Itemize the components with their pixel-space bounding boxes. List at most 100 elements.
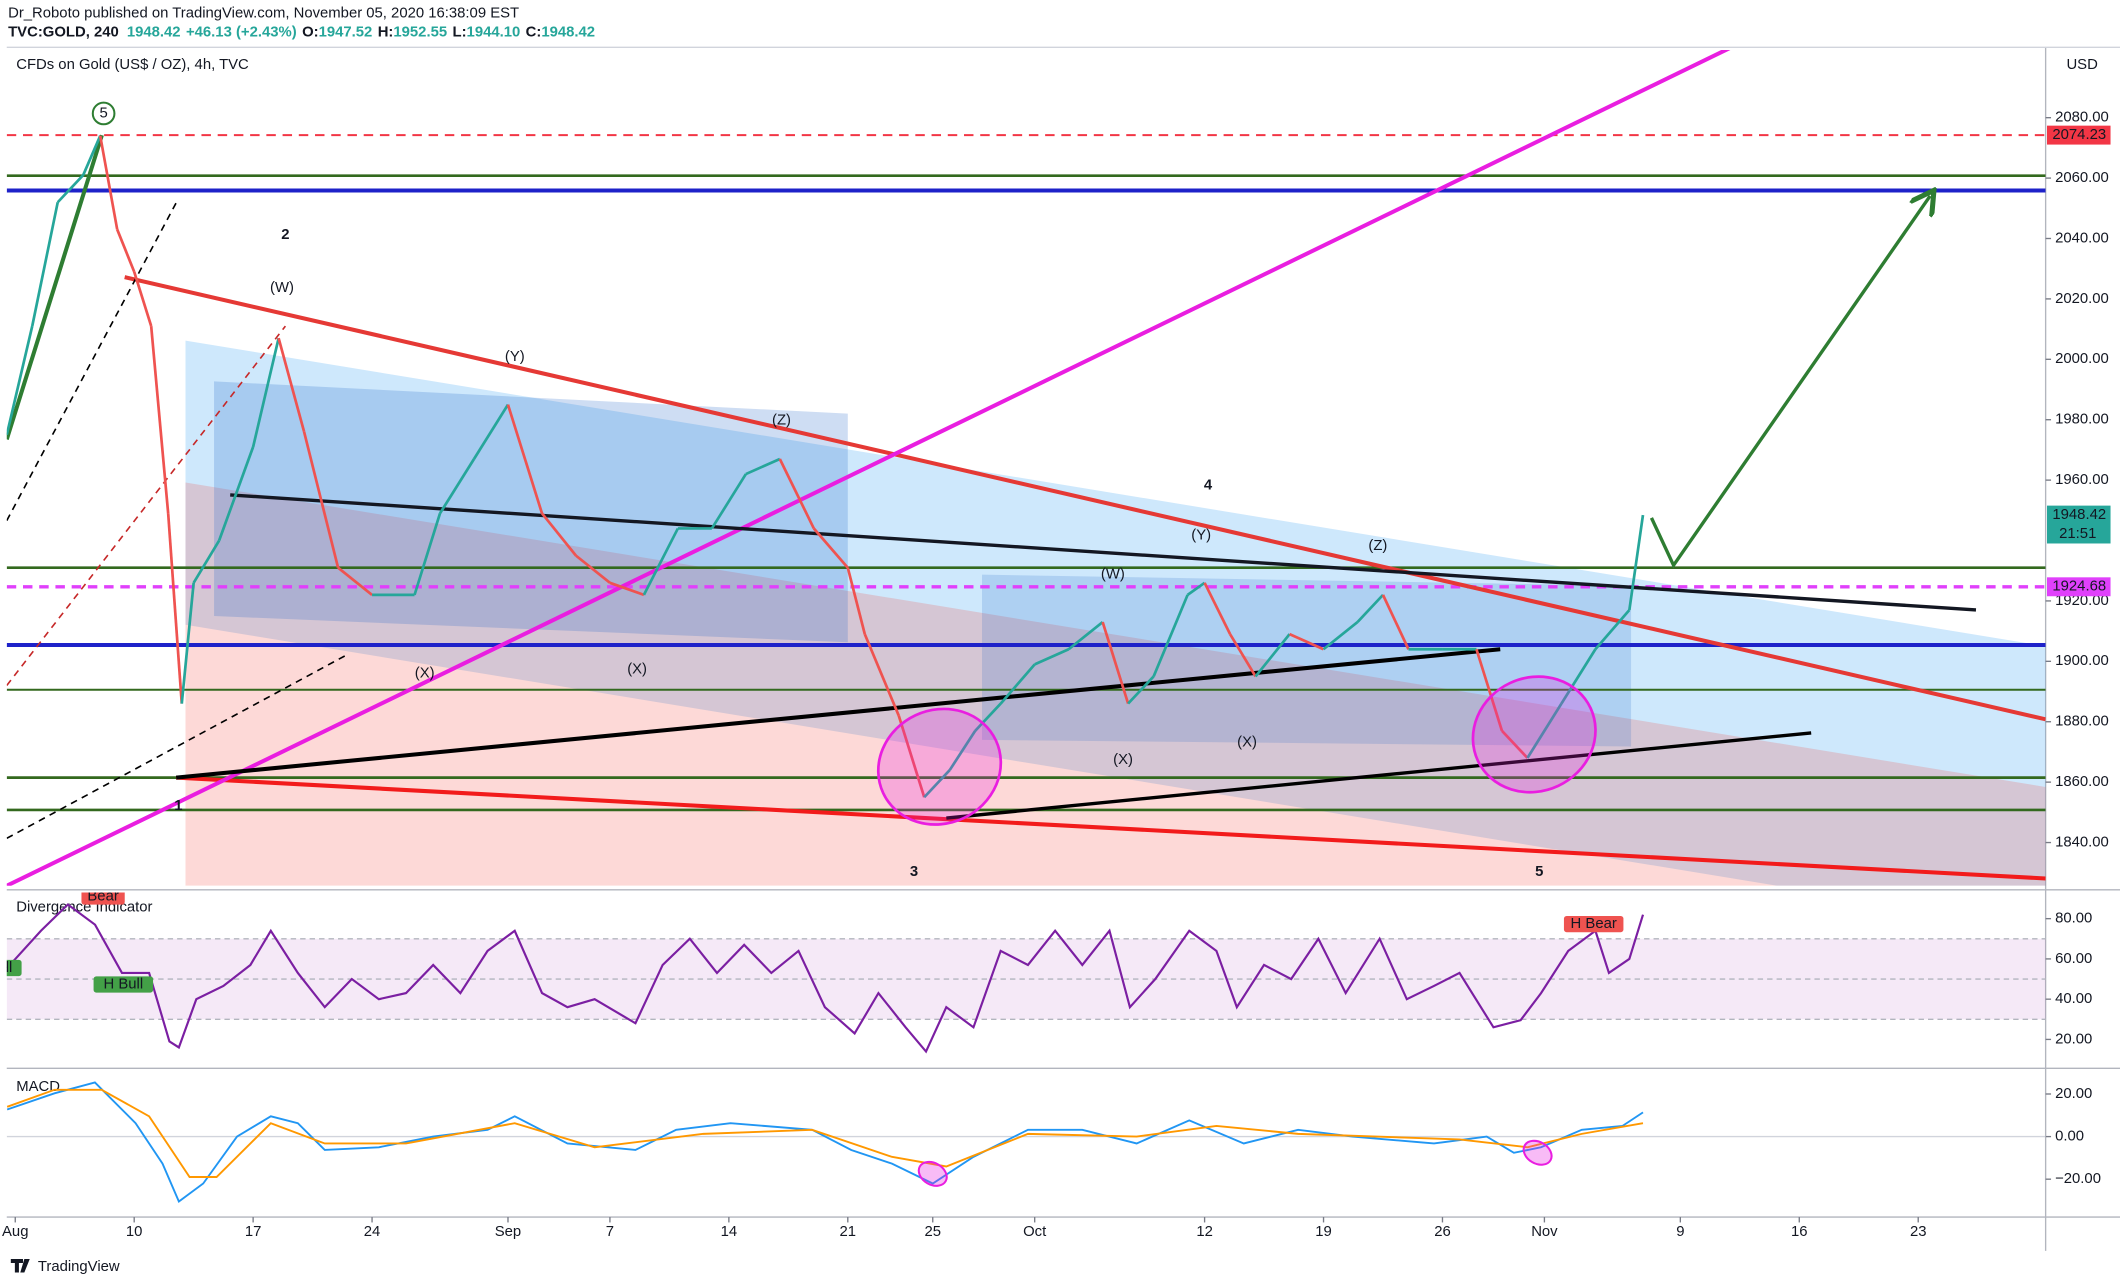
wave-label: (Z) [772, 413, 791, 429]
pane: Bear Bull H Bull H Bear [0, 888, 2046, 1054]
trendline [124, 275, 2046, 722]
y-tick-label: 80.00 [2055, 911, 2092, 927]
divergence-tag [81, 892, 125, 905]
price-segment [251, 337, 280, 448]
trendline [175, 647, 1501, 780]
price-segment [337, 566, 373, 596]
wave-label: (Y) [1191, 527, 1211, 543]
price-segment [217, 446, 255, 541]
divergence-tag [93, 976, 154, 993]
y-tick-label: 1880.00 [2055, 714, 2109, 730]
price-segment [6, 325, 34, 436]
price-segment [1228, 633, 1257, 678]
highlight-ellipse [1471, 675, 1597, 794]
price-segment [1322, 621, 1359, 651]
y-tick-label: 1860.00 [2055, 774, 2109, 790]
y-tick-label: 2040.00 [2055, 230, 2109, 246]
price-segment [1594, 609, 1631, 651]
rsi-line [6, 903, 1645, 1054]
ohlc-label: C: [526, 24, 542, 40]
y-tick-label: 20.00 [2055, 1031, 2092, 1047]
wave-label: (X) [1237, 734, 1257, 750]
price-segment [149, 325, 170, 514]
price-segment [1356, 593, 1384, 623]
price-tag [2046, 577, 2111, 597]
pane: 5 2 (W) (Y) (Z) (X) (X) 4 (Y) (Z) (W) (X) (X) 1 3 5 [6, 50, 2046, 886]
trendline [946, 731, 1812, 820]
price-segment [1289, 632, 1325, 651]
price-segment [575, 554, 611, 584]
price-segment [1500, 729, 1529, 759]
highlight-ellipse [1522, 1139, 1553, 1166]
x-tick-label: 19 [1315, 1224, 1332, 1240]
price-segment [642, 527, 680, 596]
y-tick-label: 20.00 [2055, 1086, 2092, 1102]
trendline [6, 325, 287, 686]
price-segment [540, 512, 578, 557]
x-tick-label: 24 [364, 1224, 381, 1240]
wave-label: (W) [1101, 567, 1125, 583]
trendline [6, 655, 346, 840]
divergence-tag [1563, 915, 1624, 933]
ohlc-value: 1944.10 [467, 24, 521, 40]
x-tick-label: 12 [1196, 1224, 1213, 1240]
price-segment [472, 403, 510, 460]
price-segment [745, 457, 781, 476]
trendline [6, 50, 1731, 886]
wave-label: 2 [281, 227, 289, 243]
x-tick-label: 10 [126, 1224, 143, 1240]
x-tick-label: 21 [840, 1224, 857, 1240]
price-segment [180, 582, 196, 704]
price-segment [863, 633, 901, 717]
price-segment [277, 337, 306, 433]
x-tick-label: Oct [1023, 1224, 1047, 1240]
ohlc-label: O: [302, 24, 319, 40]
channel-zone [214, 381, 848, 643]
y-tick-label: 2000.00 [2055, 351, 2109, 367]
wave-label: 3 [910, 864, 918, 880]
trendline [1649, 196, 1930, 569]
price-segment [778, 458, 816, 530]
price-segment [1067, 621, 1104, 651]
price-segment [302, 431, 340, 569]
wave-label: (Y) [505, 349, 525, 365]
price-segment [999, 663, 1036, 705]
pane [6, 1081, 2046, 1203]
price-segment [1560, 648, 1597, 705]
price-segment [1152, 594, 1189, 677]
trendline [230, 493, 1977, 612]
price-segment [1381, 594, 1410, 650]
wave-label: 1 [174, 798, 182, 814]
x-tick-label: Nov [1531, 1224, 1558, 1240]
price-segment [710, 473, 747, 530]
highlight-ellipse [876, 707, 1003, 826]
x-tick-label: 14 [721, 1224, 738, 1240]
price-segment [1203, 582, 1232, 635]
x-tick-label: 25 [924, 1224, 941, 1240]
price-segment [1034, 648, 1070, 666]
price-segment [1628, 514, 1645, 611]
wave-label: (W) [270, 280, 294, 296]
ohlc-label: H: [378, 24, 394, 40]
y-tick-label: 2060.00 [2055, 170, 2109, 186]
trendline [176, 775, 2046, 881]
divergence-label: Bear [87, 888, 118, 904]
wave-label: (Z) [1368, 538, 1387, 554]
channel-zone [982, 574, 1632, 747]
y-tick-label: −20.00 [2055, 1171, 2101, 1187]
wave-label: 5 [1535, 864, 1543, 880]
price-segment [1526, 702, 1563, 759]
price-segment [56, 174, 85, 204]
symbol-line: TVC:GOLD, 240 1948.42 +46.13 (+2.43%) O:194… [8, 24, 595, 40]
wave-circle [91, 101, 116, 126]
wave-label: 5 [99, 105, 107, 121]
divergence-label: H Bear [1571, 916, 1617, 932]
chart-title: CFDs on Gold (US$ / OZ), 4h, TVC [16, 57, 249, 73]
price-segment [974, 702, 1002, 732]
macd-line [6, 1088, 1644, 1178]
price-segment [506, 404, 544, 514]
y-tick-label: 1920.00 [2055, 593, 2109, 609]
divergence-label: H Bull [103, 976, 143, 992]
divergence-label: Bull [0, 960, 12, 976]
